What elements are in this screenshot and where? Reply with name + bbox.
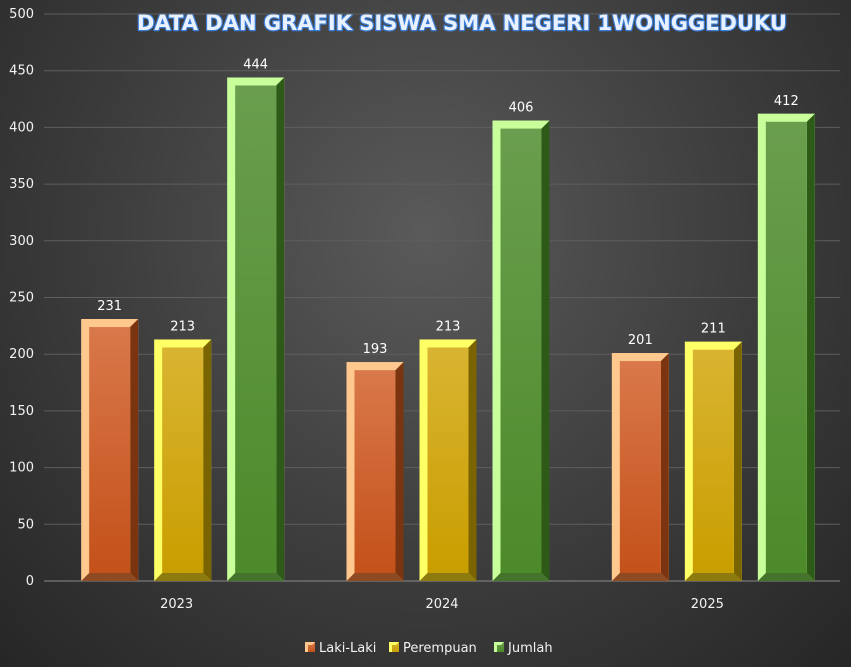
y-tick-label: 450 [9,64,34,79]
bar-bevel-top [227,77,285,86]
legend-label: Jumlah [507,641,553,656]
bar-bevel-top [81,319,139,328]
bar-face [354,370,396,573]
data-label: 406 [509,101,534,116]
bar-face [162,347,204,573]
legend-swatch [305,642,315,652]
bar-bevel-top [757,113,815,122]
bar-bevel-side [276,77,285,581]
bar-bevel-bottom [227,573,285,581]
bar-bevel-side [733,341,742,581]
bar-bevel-top [492,120,550,129]
bar-bevel-top [419,339,477,348]
legend-label: Perempuan [403,641,477,656]
legend-swatch-bevel [389,642,392,652]
bar-face [692,349,734,573]
legend-label: Laki-Laki [319,641,376,656]
y-tick-label: 200 [9,347,34,362]
bar-bevel-side [395,362,404,581]
x-category-label: 2023 [160,597,193,612]
y-tick-label: 400 [9,120,34,135]
x-category-label: 2025 [691,597,724,612]
bar-bevel-side [130,319,139,581]
y-tick-label: 50 [17,517,34,532]
bar-bevel-bottom [346,573,404,581]
bar-bevel-side [541,120,550,581]
bar-bevel-top [684,341,742,350]
bar-face [89,327,131,573]
y-tick-label: 500 [9,7,34,22]
bar-bevel-top [154,339,212,348]
legend-swatch-bevel [305,642,315,645]
legend-swatch-bevel [389,642,399,645]
bar-bevel-bottom [81,573,139,581]
data-label: 193 [363,342,388,357]
bar-bevel-side [660,353,669,581]
bar-face [500,128,542,573]
x-category-label: 2024 [425,597,458,612]
chart-title: DATA DAN GRAFIK SISWA SMA NEGERI 1WONGGE… [137,11,787,35]
y-tick-label: 0 [26,574,34,589]
bar-bevel-side [468,339,477,581]
bar-face [765,121,807,574]
bar-bevel-bottom [419,573,477,581]
legend-swatch-bevel [305,642,308,652]
y-tick-label: 100 [9,461,34,476]
legend-swatch [494,642,504,652]
y-tick-label: 300 [9,234,34,249]
bar-face [235,85,277,573]
data-label: 211 [701,322,726,337]
data-label: 412 [774,94,799,109]
bar-bevel-side [203,339,212,581]
legend-swatch-bevel [494,642,497,652]
y-tick-label: 150 [9,404,34,419]
bar-bevel-bottom [611,573,669,581]
data-label: 444 [243,58,268,73]
bar-bevel-side [806,113,815,582]
bar-bevel-bottom [757,573,815,581]
legend-swatch [389,642,399,652]
data-label: 213 [170,319,195,334]
bar-bevel-top [346,362,404,371]
legend-swatch-bevel [494,642,504,645]
bar-bevel-top [611,353,669,362]
data-label: 213 [436,319,461,334]
bar-bevel-bottom [154,573,212,581]
bar-face [427,347,469,573]
y-tick-label: 350 [9,177,34,192]
data-label: 201 [628,333,653,348]
bar-face [619,361,661,573]
y-tick-label: 250 [9,291,34,306]
bar-bevel-bottom [492,573,550,581]
bar-bevel-bottom [684,573,742,581]
data-label: 231 [97,299,122,314]
